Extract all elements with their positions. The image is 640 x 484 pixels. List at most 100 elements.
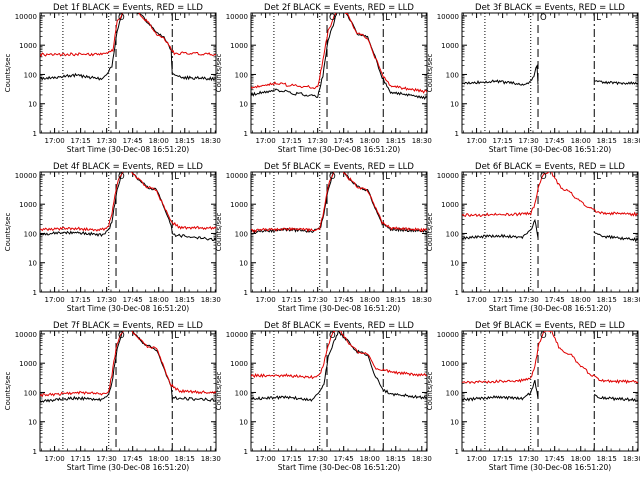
y-tick-label: 100 — [446, 230, 459, 238]
y-tick-label: 1000 — [441, 201, 459, 209]
series-line-events — [40, 331, 216, 403]
x-tick-label: 18:15 — [386, 296, 406, 304]
y-tick-label: 100 — [235, 71, 248, 79]
x-tick-label: 18:00 — [149, 455, 169, 463]
y-tick-label: 100 — [24, 71, 37, 79]
marker-label-o: O — [118, 13, 125, 23]
y-tick-label: 1 — [33, 448, 37, 456]
series-line-events — [462, 64, 539, 86]
y-tick-label: 1 — [455, 289, 459, 297]
x-tick-label: 17:30 — [308, 296, 328, 304]
series-group — [40, 331, 216, 403]
y-tick-label: 1 — [33, 130, 37, 138]
x-tick-label: 17:45 — [123, 455, 143, 463]
chart-panel-8: Det 8f BLACK = Events, RED = LLD 1 10 100 10… — [215, 321, 432, 472]
y-tick-label: 10 — [28, 419, 37, 427]
y-axis-label: Counts/sec — [4, 372, 12, 411]
series-line-lld — [251, 331, 427, 380]
y-tick-label: 100 — [446, 71, 459, 79]
y-tick-label: 1000 — [230, 360, 248, 368]
chart-panel-1: Det 1f BLACK = Events, RED = LLD 1 10 100 10… — [4, 3, 221, 154]
y-tick-label: 10 — [450, 101, 459, 109]
y-tick-label: 10000 — [15, 172, 37, 180]
series-line-lld — [40, 13, 216, 58]
x-tick-label: 18:30 — [623, 137, 640, 145]
x-tick-label: 17:15 — [493, 455, 513, 463]
x-axis-label: Start Time (30-Dec-08 16:51:20) — [67, 145, 189, 154]
x-tick-label: 17:30 — [97, 455, 117, 463]
chart-panel-3: Det 3f BLACK = Events, RED = LLD 1 10 100 10… — [426, 3, 640, 154]
marker-label-l: L — [596, 172, 601, 182]
chart-title: Det 4f BLACK = Events, RED = LLD — [53, 162, 203, 172]
y-tick-label: 1 — [455, 130, 459, 138]
y-tick-label: 100 — [24, 389, 37, 397]
x-tick-label: 17:45 — [334, 296, 354, 304]
x-tick-label: 18:00 — [360, 296, 380, 304]
y-tick-label: 1 — [33, 289, 37, 297]
chart-panel-5: Det 5f BLACK = Events, RED = LLD 1 10 100 10… — [215, 162, 432, 313]
chart-title: Det 8f BLACK = Events, RED = LLD — [264, 321, 414, 331]
chart-panel-4: Det 4f BLACK = Events, RED = LLD 1 10 100 10… — [4, 162, 221, 313]
y-axis-label: Counts/sec — [426, 213, 434, 252]
x-tick-label: 18:30 — [623, 296, 640, 304]
x-tick-label: 17:00 — [466, 137, 486, 145]
chart-panel-6: Det 6f BLACK = Events, RED = LLD 1 10 100 10… — [426, 162, 640, 313]
y-axis-label: Counts/sec — [426, 54, 434, 93]
y-tick-label: 100 — [446, 389, 459, 397]
series-line-lld — [462, 172, 638, 218]
x-tick-label: 17:45 — [334, 455, 354, 463]
x-tick-label: 18:15 — [175, 455, 195, 463]
y-axis-label: Counts/sec — [4, 54, 12, 93]
x-tick-label: 17:00 — [255, 455, 275, 463]
series-line-events — [462, 379, 539, 402]
chart-title: Det 9f BLACK = Events, RED = LLD — [475, 321, 625, 331]
x-tick-label: 17:30 — [97, 296, 117, 304]
y-tick-label: 10000 — [437, 172, 459, 180]
y-tick-label: 1000 — [19, 360, 37, 368]
chart-title: Det 6f BLACK = Events, RED = LLD — [475, 162, 625, 172]
y-axis-label: Counts/sec — [4, 213, 12, 252]
y-axis-label: Counts/sec — [426, 372, 434, 411]
x-axis-label: Start Time (30-Dec-08 16:51:20) — [489, 304, 611, 313]
plot-frame — [39, 330, 217, 452]
marker-label-l: L — [174, 331, 179, 341]
x-axis-label: Start Time (30-Dec-08 16:51:20) — [489, 463, 611, 472]
x-tick-label: 17:15 — [282, 137, 302, 145]
plot-frame — [39, 171, 217, 293]
plot-frame — [461, 171, 639, 293]
y-tick-label: 10 — [28, 101, 37, 109]
x-tick-label: 17:30 — [308, 137, 328, 145]
x-tick-label: 18:15 — [386, 455, 406, 463]
marker-label-l: L — [596, 331, 601, 341]
x-tick-label: 17:45 — [545, 455, 565, 463]
y-tick-label: 10000 — [15, 331, 37, 339]
series-line-lld — [462, 331, 638, 385]
x-axis-label: Start Time (30-Dec-08 16:51:20) — [278, 304, 400, 313]
x-axis-label: Start Time (30-Dec-08 16:51:20) — [278, 145, 400, 154]
x-tick-label: 18:30 — [412, 137, 432, 145]
x-tick-label: 17:00 — [44, 455, 64, 463]
x-tick-label: 18:00 — [571, 296, 591, 304]
y-axis-label: Counts/sec — [215, 213, 223, 252]
y-tick-label: 100 — [24, 230, 37, 238]
x-tick-label: 17:30 — [97, 137, 117, 145]
plot-frame — [39, 12, 217, 134]
x-tick-label: 17:15 — [71, 137, 91, 145]
x-tick-label: 17:00 — [255, 296, 275, 304]
series-line-events — [251, 331, 427, 402]
y-tick-label: 1000 — [19, 42, 37, 50]
x-tick-label: 17:45 — [123, 296, 143, 304]
plot-frame — [461, 330, 639, 452]
series-group — [462, 331, 638, 402]
series-line-events2 — [594, 232, 638, 243]
y-tick-label: 100 — [235, 230, 248, 238]
y-tick-label: 10 — [450, 260, 459, 268]
x-tick-label: 18:30 — [201, 137, 221, 145]
y-tick-label: 1000 — [441, 42, 459, 50]
x-axis-label: Start Time (30-Dec-08 16:51:20) — [67, 463, 189, 472]
y-tick-label: 1000 — [230, 201, 248, 209]
x-tick-label: 17:30 — [519, 455, 539, 463]
y-tick-label: 10000 — [15, 13, 37, 21]
x-tick-label: 17:15 — [71, 296, 91, 304]
